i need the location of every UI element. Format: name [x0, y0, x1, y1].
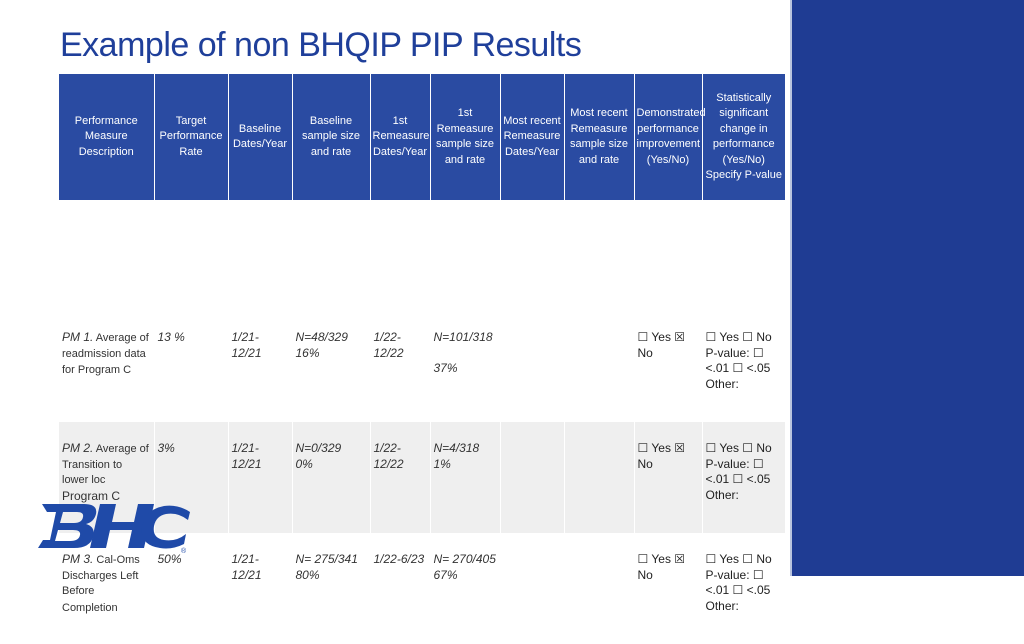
bhc-logo: ® — [38, 504, 190, 554]
baseline-sample: N= 275/341 80% — [292, 533, 371, 644]
col-header: Baseline sample size and rate — [292, 74, 371, 200]
significant-yes-no: ☐ Yes ☐ No — [705, 441, 772, 455]
baseline-n: N= 275/341 — [295, 552, 358, 566]
col-header: Baseline Dates/Year — [228, 74, 293, 200]
col-header: 1st Remeasure Dates/Year — [370, 74, 431, 200]
baseline-dates: 1/21-12/21 — [228, 533, 293, 644]
remeasure-dates: 1/22-12/22 — [370, 311, 431, 422]
baseline-rate: 80% — [295, 567, 320, 582]
recent-sample — [564, 533, 635, 644]
p-value: P-value: ☐ <.01 ☐ <.05 — [705, 567, 771, 598]
col-header: Demonstrated performance improvement (Ye… — [634, 74, 706, 200]
remeasure-rate: 1% — [433, 456, 451, 471]
significant-change: ☐ Yes ☐ No P-value: ☐ <.01 ☐ <.05 Other: — [702, 311, 786, 422]
significant-yes-no: ☐ Yes ☐ No — [705, 552, 772, 566]
other-label: Other: — [705, 598, 739, 613]
target-rate: 3% — [154, 422, 229, 533]
baseline-n: N=48/329 — [295, 330, 348, 344]
remeasure-dates: 1/22-12/22 — [370, 422, 431, 533]
significant-change: ☐ Yes ☐ No P-value: ☐ <.01 ☐ <.05 Other: — [702, 422, 786, 533]
baseline-n: N=0/329 — [295, 441, 342, 455]
remeasure-dates: 1/22-6/23 — [370, 533, 431, 644]
col-header: Performance Measure Description — [59, 74, 155, 200]
desc-program: Program C — [62, 488, 121, 503]
col-header: Most recent Remeasure sample size and ra… — [564, 74, 635, 200]
recent-dates — [500, 533, 565, 644]
pm-label: PM 2. — [62, 441, 94, 455]
baseline-sample: N=0/329 0% — [292, 422, 371, 533]
remeasure-n: N= 270/405 — [433, 552, 496, 566]
col-header: 1st Remeasure sample size and rate — [430, 74, 501, 200]
desc-text: Average of Transition to lower loc — [62, 443, 149, 486]
remeasure-sample: N=4/318 1% — [430, 422, 501, 533]
page-title: Example of non BHQIP PIP Results — [60, 26, 582, 64]
pm-label: PM 3. — [62, 552, 94, 566]
recent-sample — [564, 422, 635, 533]
demonstrated-improvement: ☐ Yes ☒ No — [634, 533, 703, 644]
baseline-rate: 16% — [295, 345, 320, 360]
significant-yes-no: ☐ Yes ☐ No — [705, 330, 772, 344]
col-header: Target Performance Rate — [154, 74, 229, 200]
right-accent-bar — [790, 0, 1024, 576]
baseline-dates: 1/21-12/21 — [228, 422, 293, 533]
recent-sample — [564, 311, 635, 422]
desc-text: Average of readmission data for Program … — [62, 332, 149, 376]
other-label: Other: — [705, 376, 739, 391]
registered-mark: ® — [181, 547, 187, 554]
remeasure-n: N=101/318 — [433, 330, 493, 344]
remeasure-sample: N=101/318 37% — [430, 311, 501, 422]
col-header: Most recent Remeasure Dates/Year — [500, 74, 565, 200]
table-row: PM 1. Average of readmission data for Pr… — [59, 311, 786, 422]
recent-dates — [500, 422, 565, 533]
recent-dates — [500, 311, 565, 422]
significant-change: ☐ Yes ☐ No P-value: ☐ <.01 ☐ <.05 Other: — [702, 533, 786, 644]
baseline-rate: 0% — [295, 456, 313, 471]
p-value: P-value: ☐ <.01 ☐ <.05 — [705, 345, 771, 376]
pip-results-table: Performance Measure Description Target P… — [59, 74, 786, 644]
remeasure-rate: 37% — [433, 360, 458, 375]
baseline-dates: 1/21-12/21 — [228, 311, 293, 422]
col-header: Statistically significant change in perf… — [702, 74, 785, 200]
demonstrated-improvement: ☐ Yes ☒ No — [634, 311, 703, 422]
target-rate: 13 % — [154, 311, 229, 422]
baseline-sample: N=48/329 16% — [292, 311, 371, 422]
demonstrated-improvement: ☐ Yes ☒ No — [634, 422, 703, 533]
measure-description: PM 1. Average of readmission data for Pr… — [59, 311, 155, 422]
remeasure-rate: 67% — [433, 567, 458, 582]
other-label: Other: — [705, 487, 739, 502]
p-value: P-value: ☐ <.01 ☐ <.05 — [705, 456, 771, 487]
pm-label: PM 1. — [62, 330, 94, 344]
remeasure-sample: N= 270/405 67% — [430, 533, 501, 644]
remeasure-n: N=4/318 — [433, 441, 480, 455]
header-row: Performance Measure Description Target P… — [59, 74, 785, 200]
